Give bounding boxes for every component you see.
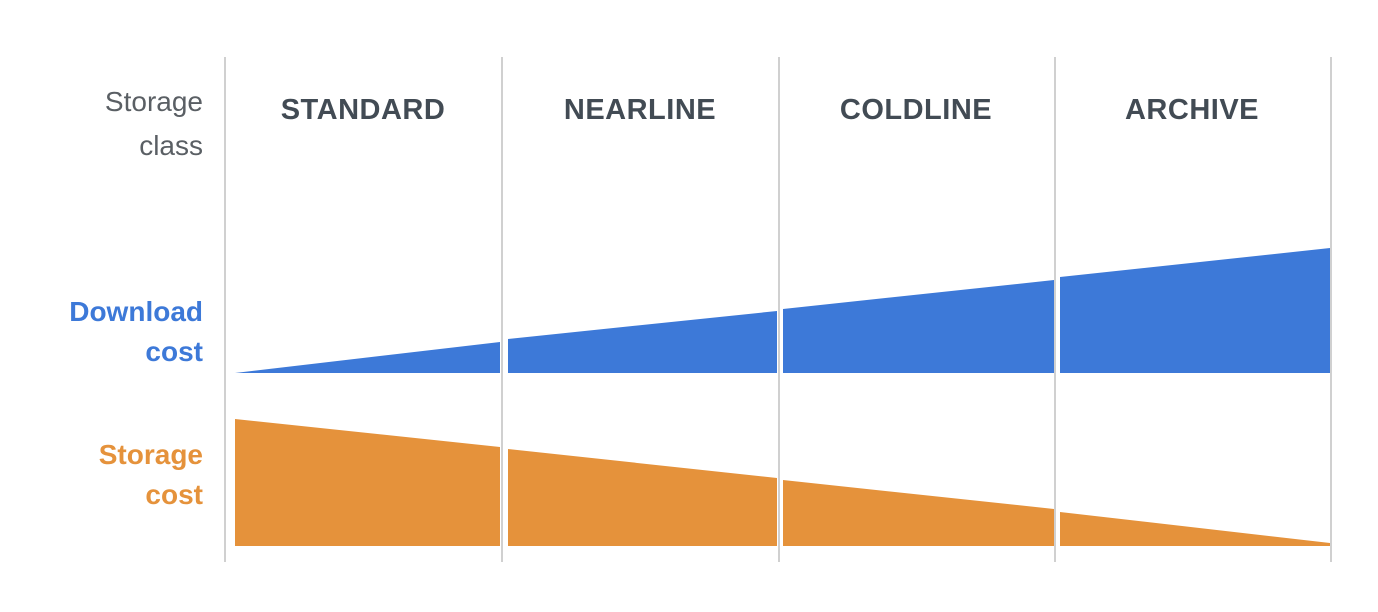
row-label: Download cost xyxy=(69,296,203,367)
storage-cost-shape xyxy=(235,419,500,546)
column-header: NEARLINE xyxy=(563,94,717,126)
column-header: ARCHIVE xyxy=(1124,94,1259,126)
download-cost-shape xyxy=(783,280,1054,373)
storage-cost-shape xyxy=(783,480,1054,546)
download-cost-shape xyxy=(1060,248,1330,373)
row-label: Storage cost xyxy=(98,439,203,510)
column-header: COLDLINE xyxy=(839,94,993,126)
download-cost-shape xyxy=(508,311,777,373)
storage-cost-shape xyxy=(508,449,777,546)
download-cost-shape xyxy=(235,342,500,373)
row-header: Storage class xyxy=(104,86,203,161)
column-header: STANDARD xyxy=(280,94,446,126)
storage-cost-shape xyxy=(1060,512,1330,546)
